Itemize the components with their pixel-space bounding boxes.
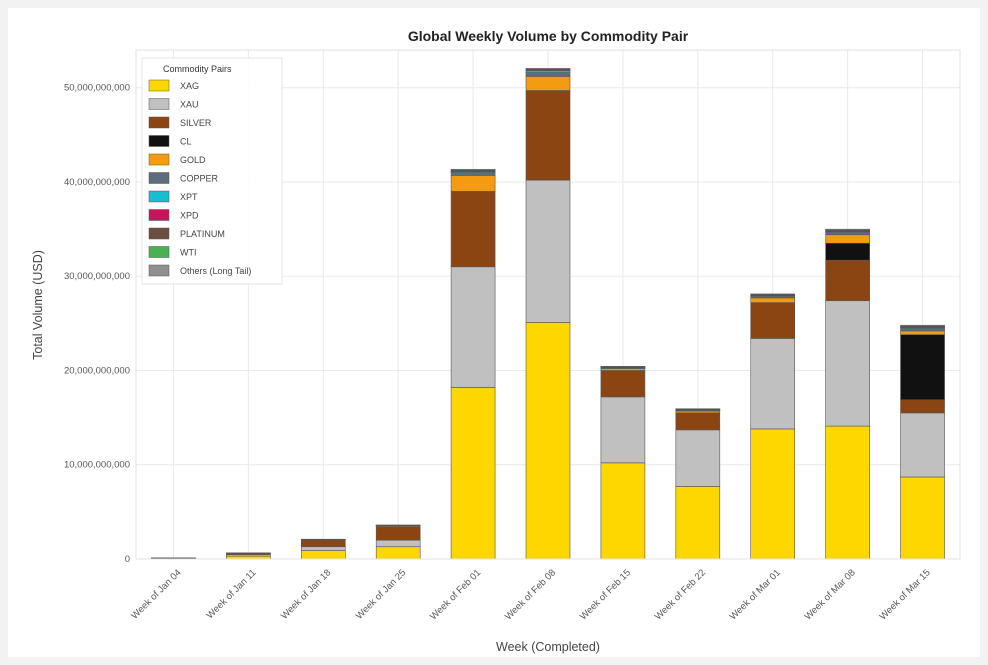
- bar-segment-others-long-tail: [900, 324, 945, 327]
- y-axis-label: Total Volume (USD): [31, 250, 45, 360]
- bar-segment-xag: [900, 476, 945, 560]
- y-tick-label: 10,000,000,000: [64, 460, 130, 471]
- bar-segment-silver: [600, 370, 646, 398]
- legend-label: XPT: [180, 192, 198, 202]
- y-tick-label: 40,000,000,000: [64, 177, 130, 188]
- bar-segment-silver: [375, 526, 421, 541]
- bar-segment-xau: [825, 300, 870, 427]
- legend-swatch: [148, 79, 170, 92]
- bar-segment-xau: [750, 338, 796, 430]
- legend-label: CL: [180, 137, 192, 147]
- legend-swatch: [148, 227, 170, 240]
- bar-segment-silver: [675, 412, 721, 431]
- bar-segment-others-long-tail: [450, 169, 496, 171]
- y-tick-label: 30,000,000,000: [64, 271, 130, 282]
- bar-segment-xag: [300, 550, 346, 560]
- bar-segment-others-long-tail: [525, 68, 571, 70]
- bar-segment-xau: [525, 179, 571, 323]
- bar-segment-gold: [525, 76, 571, 91]
- legend-swatch: [148, 190, 170, 203]
- bar-segment-gold: [900, 330, 945, 335]
- bar-segment-xag: [600, 462, 646, 560]
- bar-segment-copper: [900, 327, 945, 332]
- legend-swatch: [148, 264, 170, 277]
- bar-segment-copper: [525, 72, 571, 77]
- chart-title: Global Weekly Volume by Commodity Pair: [408, 28, 689, 44]
- legend-items: XAG XAU SILVER CL GOLD COPPER XPT XPD PLATINUM WT…: [148, 79, 251, 277]
- bar-segment-xag: [750, 428, 796, 560]
- bar-segment-xau: [300, 546, 346, 551]
- legend-swatch: [148, 153, 170, 166]
- y-tick-labels: 0 10,000,000,000 20,000,000,000 30,000,000,…: [64, 83, 130, 565]
- bar-segment-xag: [525, 322, 571, 560]
- bar-segment-silver: [750, 302, 796, 339]
- bar-segment-xag: [675, 486, 721, 560]
- bar-segment-xau: [375, 539, 421, 548]
- bar-stacks: [151, 68, 945, 560]
- bar-segment-cl: [825, 242, 870, 261]
- legend-label: XAG: [180, 81, 199, 91]
- bar-segment-silver: [900, 399, 945, 414]
- bar-segment-cl: [900, 334, 945, 401]
- legend-label: SILVER: [180, 118, 212, 128]
- bar-segment-xag: [375, 546, 421, 560]
- x-axis-label: Week (Completed): [496, 640, 600, 654]
- bar-segment-copper: [450, 172, 496, 176]
- legend-label: Others (Long Tail): [180, 266, 251, 276]
- legend-title: Commodity Pairs: [163, 64, 232, 74]
- legend-label: PLATINUM: [180, 229, 225, 239]
- bar-segment-gold: [750, 297, 796, 303]
- legend-label: XAU: [180, 100, 199, 110]
- legend-label: GOLD: [180, 155, 206, 165]
- legend-swatch: [148, 172, 170, 184]
- bar-segment-xag: [825, 425, 870, 560]
- bar-segment-gold: [450, 175, 496, 192]
- bar-segment-silver: [525, 90, 571, 181]
- y-tick-label: 0: [125, 554, 130, 565]
- bar-segment-xau: [675, 429, 721, 487]
- bar-segment-others-long-tail: [825, 228, 870, 231]
- bar-segment-copper: [825, 231, 870, 236]
- bar-segment-xag: [450, 387, 496, 560]
- legend-swatch: [148, 98, 170, 110]
- bar-segment-silver: [300, 539, 346, 548]
- legend-swatch: [148, 209, 170, 221]
- chart-frame: 0 10,000,000,000 20,000,000,000 30,000,000,…: [8, 8, 980, 657]
- legend: Commodity Pairs XAG XAU SILVER CL GOLD COPPER…: [141, 57, 283, 285]
- bar-segment-silver: [450, 191, 496, 268]
- y-tick-label: 20,000,000,000: [64, 365, 130, 376]
- legend-swatch: [148, 135, 170, 147]
- legend-swatch: [148, 116, 170, 129]
- legend-label: COPPER: [180, 174, 219, 184]
- bar-segment-xau: [900, 412, 945, 478]
- bar-segment-xau: [600, 396, 646, 464]
- legend-label: XPD: [180, 211, 199, 221]
- bar-segment-gold: [825, 234, 870, 244]
- plot-frame: [135, 49, 961, 560]
- stacked-bar-chart: 0 10,000,000,000 20,000,000,000 30,000,000,…: [8, 8, 980, 657]
- legend-label: WTI: [180, 248, 197, 258]
- legend-swatch: [148, 246, 170, 258]
- bar-segment-silver: [825, 259, 870, 302]
- y-tick-label: 50,000,000,000: [64, 83, 130, 94]
- bar-segment-xau: [450, 266, 496, 388]
